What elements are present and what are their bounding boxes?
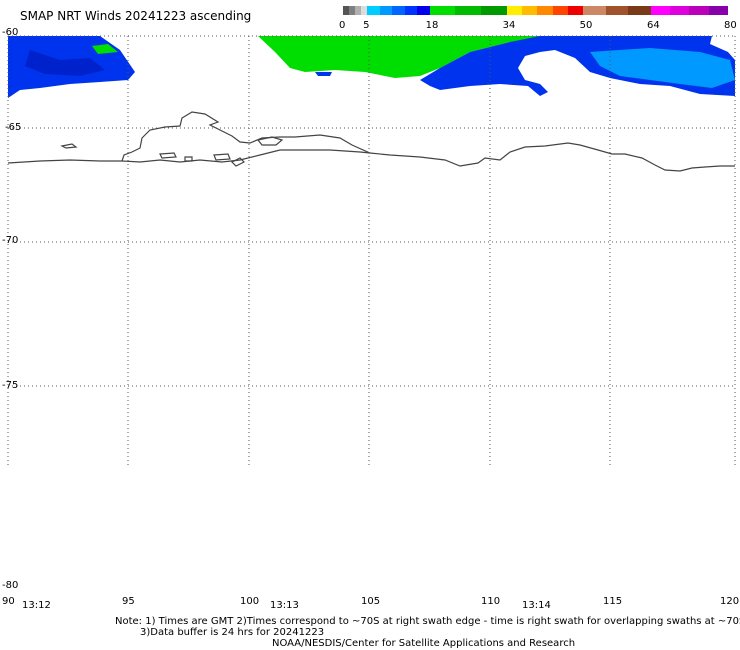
colorbar-segment	[650, 6, 671, 15]
colorbar-segment	[568, 6, 584, 15]
colorbar-segment	[404, 6, 418, 15]
grid-lines	[7, 35, 736, 465]
colorbar-segment	[480, 6, 507, 15]
colorbar-tick-label: 64	[647, 20, 660, 31]
note-line-2: 3)Data buffer is 24 hrs for 20241223	[140, 627, 325, 638]
time-label: 13:13	[270, 600, 299, 611]
colorbar-tick-label: 34	[502, 20, 516, 31]
colorbar-segment	[628, 6, 651, 15]
colorbar-segment	[367, 6, 380, 15]
colorbar-segment	[537, 6, 553, 15]
time-label: 13:14	[522, 600, 551, 611]
lon-label-120: 120	[720, 596, 740, 607]
lat-label-65: -65	[5, 122, 22, 133]
lon-label-105: 105	[361, 596, 381, 607]
colorbar-segment	[605, 6, 629, 15]
lon-label-110: 110	[481, 596, 501, 607]
colorbar-segment	[361, 6, 368, 15]
lon-label-90: 90	[2, 596, 15, 607]
time-label: 13:12	[22, 600, 51, 611]
colorbar-segment	[455, 6, 481, 15]
wind-speed-colorbar	[343, 6, 728, 15]
colorbar-segment	[552, 6, 569, 15]
colorbar-segment	[521, 6, 538, 15]
colorbar-segment	[355, 6, 362, 15]
wind-swath-left	[8, 36, 135, 98]
colorbar-segment	[583, 6, 606, 15]
map-title: SMAP NRT Winds 20241223 ascending	[20, 9, 252, 23]
colorbar-segment	[708, 6, 728, 15]
colorbar-segment	[689, 6, 709, 15]
colorbar-segment	[670, 6, 690, 15]
colorbar-segment	[417, 6, 430, 15]
attribution: NOAA/NESDIS/Center for Satellite Applica…	[272, 638, 576, 649]
colorbar-tick-label: 0	[339, 20, 346, 31]
colorbar-segment	[379, 6, 393, 15]
lon-label-100: 100	[240, 596, 260, 607]
lon-label-95: 95	[122, 596, 135, 607]
lat-label-80: -80	[2, 580, 19, 591]
wind-swath-right	[258, 36, 735, 96]
colorbar-segment	[429, 6, 456, 15]
colorbar-segment	[506, 6, 522, 15]
colorbar-segment	[392, 6, 405, 15]
colorbar-tick-label: 80	[724, 20, 737, 31]
lat-label-75: -75	[2, 380, 19, 391]
lat-label-70: -70	[2, 235, 19, 246]
coastline	[7, 111, 735, 172]
lat-label-60: -60	[2, 27, 19, 38]
colorbar-segment	[349, 6, 356, 15]
colorbar-tick-label: 18	[425, 20, 439, 31]
colorbar-segment	[343, 6, 350, 15]
colorbar-tick-label: 5	[363, 20, 370, 31]
colorbar-tick-label: 50	[579, 20, 593, 31]
lon-label-115: 115	[603, 596, 623, 607]
note-line-1: Note: 1) Times are GMT 2)Times correspon…	[115, 616, 740, 627]
